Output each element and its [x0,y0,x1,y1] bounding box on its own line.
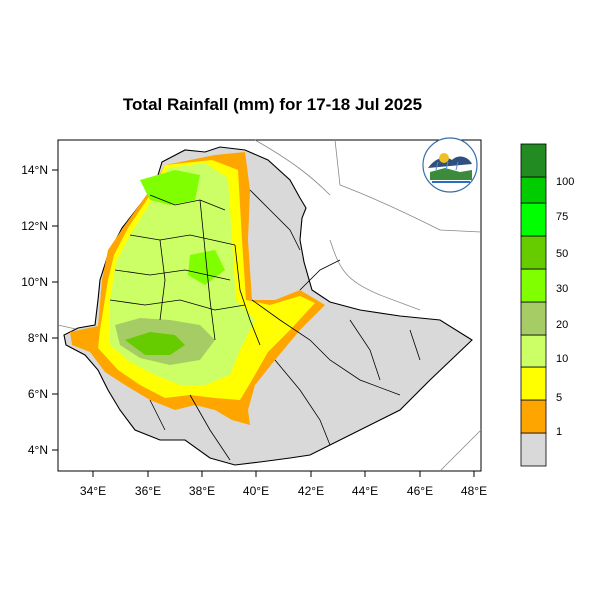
legend-swatch [520,399,547,434]
y-tick-label: 12°N [21,219,48,233]
y-tick-label: 14°N [21,163,48,177]
y-tick-label: 6°N [28,387,48,401]
legend-swatch [520,432,547,467]
y-tick-label: 8°N [28,331,48,345]
x-tick-label: 44°E [352,484,378,498]
x-tick-label: 46°E [407,484,433,498]
legend-swatch [520,202,547,237]
x-tick-label: 42°E [298,484,324,498]
y-ticks [52,169,58,451]
y-tick-label: 4°N [28,443,48,457]
legend-labels: 1 5 10 20 30 50 75 100 [556,176,574,438]
bright-green-rain-zone [140,170,200,205]
x-tick-label: 38°E [189,484,215,498]
legend-label: 20 [556,319,568,331]
legend-swatch [520,143,547,178]
x-tick-labels: 34°E 36°E 38°E 40°E 42°E 44°E 46°E 48°E [80,484,487,498]
meteorology-agency-logo [422,137,478,193]
legend-label: 100 [556,176,574,188]
legend-swatch [520,235,547,270]
x-tick-label: 48°E [461,484,487,498]
legend-swatch [520,366,547,401]
legend-swatch [520,176,547,204]
legend-label: 30 [556,283,568,295]
legend-label: 5 [556,392,562,404]
x-tick-label: 34°E [80,484,106,498]
legend-label: 1 [556,426,562,438]
map-title: Total Rainfall (mm) for 17-18 Jul 2025 [122,95,423,114]
legend-swatch [520,334,547,368]
legend-label: 50 [556,248,568,260]
legend-label: 10 [556,353,568,365]
x-tick-label: 36°E [135,484,161,498]
green-rain-zone [125,332,185,355]
legend-swatch [520,268,547,303]
y-tick-label: 10°N [21,275,48,289]
legend [520,143,547,467]
legend-label: 75 [556,211,568,223]
admin-borders [109,189,421,461]
legend-swatch [520,301,547,336]
x-tick-label: 40°E [243,484,269,498]
x-ticks [92,471,475,477]
y-tick-labels: 14°N 12°N 10°N 8°N 6°N 4°N [21,163,48,457]
